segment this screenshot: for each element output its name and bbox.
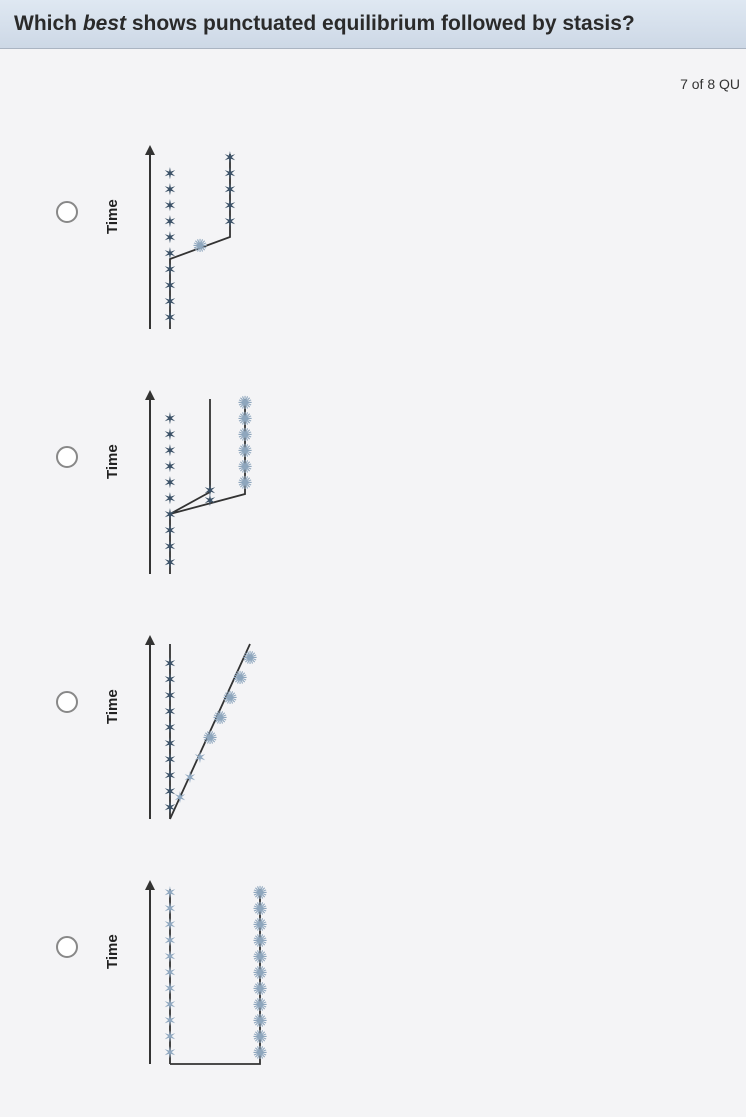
radio-option-2[interactable]: [56, 446, 78, 468]
svg-text:✶: ✶: [163, 656, 176, 673]
svg-text:✶: ✶: [163, 539, 176, 556]
svg-text:✶: ✶: [163, 901, 176, 918]
options-container: Time✶✶✶✶✶✶✶✶✶✶✶✶✶✶✶✺Time✶✶✶✶✶✶✶✶✶✶✶✶✺✺✺✺…: [0, 49, 746, 1110]
svg-text:✶: ✶: [163, 949, 176, 966]
svg-text:✶: ✶: [163, 997, 176, 1014]
svg-text:✶: ✶: [163, 704, 176, 721]
svg-text:✶: ✶: [163, 885, 176, 902]
svg-text:✶: ✶: [163, 443, 176, 460]
svg-text:✶: ✶: [163, 214, 176, 231]
option-3: Time✶✶✶✶✶✶✶✶✶✶✶✶✶✺✺✺✺✺: [0, 629, 746, 869]
svg-text:✶: ✶: [163, 294, 176, 311]
svg-text:✶: ✶: [203, 493, 216, 510]
svg-text:✶: ✶: [163, 182, 176, 199]
svg-text:✶: ✶: [223, 214, 236, 231]
chart-4: ✶✶✶✶✶✶✶✶✶✶✶✺✺✺✺✺✺✺✺✺✺✺: [130, 874, 370, 1074]
svg-text:✶: ✶: [163, 1045, 176, 1062]
svg-text:✶: ✶: [163, 198, 176, 215]
svg-text:✶: ✶: [163, 166, 176, 183]
svg-text:✶: ✶: [163, 310, 176, 327]
svg-text:✺: ✺: [242, 648, 257, 668]
question-bar: Which best shows punctuated equilibrium …: [0, 0, 746, 49]
svg-text:✺: ✺: [212, 708, 227, 728]
svg-text:✶: ✶: [223, 150, 236, 167]
chart-3: ✶✶✶✶✶✶✶✶✶✶✶✶✶✺✺✺✺✺: [130, 629, 370, 829]
radio-option-1[interactable]: [56, 201, 78, 223]
axis-label: Time: [104, 199, 121, 234]
radio-option-4[interactable]: [56, 936, 78, 958]
svg-text:✶: ✶: [163, 933, 176, 950]
svg-text:✶: ✶: [163, 523, 176, 540]
svg-text:✶: ✶: [193, 750, 206, 767]
svg-text:✶: ✶: [163, 720, 176, 737]
svg-text:✺: ✺: [202, 728, 217, 748]
svg-text:✶: ✶: [163, 555, 176, 572]
svg-text:✶: ✶: [163, 1029, 176, 1046]
svg-text:✶: ✶: [163, 672, 176, 689]
axis-label: Time: [104, 689, 121, 724]
svg-text:✺: ✺: [252, 883, 267, 903]
svg-text:✶: ✶: [223, 182, 236, 199]
svg-text:✶: ✶: [223, 198, 236, 215]
svg-text:✶: ✶: [163, 752, 176, 769]
svg-text:✶: ✶: [163, 917, 176, 934]
option-1: Time✶✶✶✶✶✶✶✶✶✶✶✶✶✶✶✺: [0, 139, 746, 379]
svg-text:✺: ✺: [192, 236, 207, 256]
svg-text:✶: ✶: [163, 1013, 176, 1030]
svg-text:✶: ✶: [163, 768, 176, 785]
svg-text:✶: ✶: [163, 981, 176, 998]
svg-text:✶: ✶: [163, 736, 176, 753]
chart-1: ✶✶✶✶✶✶✶✶✶✶✶✶✶✶✶✺: [130, 139, 370, 339]
svg-text:✶: ✶: [163, 246, 176, 263]
svg-text:✺: ✺: [222, 688, 237, 708]
question-emph: best: [83, 12, 126, 35]
svg-text:✶: ✶: [183, 770, 196, 787]
svg-text:✶: ✶: [163, 688, 176, 705]
axis-label: Time: [104, 444, 121, 479]
svg-text:✶: ✶: [163, 427, 176, 444]
svg-text:✶: ✶: [223, 166, 236, 183]
svg-text:✶: ✶: [163, 278, 176, 295]
question-suffix: shows punctuated equilibrium followed by…: [126, 12, 635, 35]
svg-text:✶: ✶: [173, 790, 186, 807]
axis-label: Time: [104, 934, 121, 969]
svg-text:✶: ✶: [163, 411, 176, 428]
chart-2: ✶✶✶✶✶✶✶✶✶✶✶✶✺✺✺✺✺✺: [130, 384, 370, 584]
radio-option-3[interactable]: [56, 691, 78, 713]
question-prefix: Which: [14, 12, 83, 35]
svg-text:✶: ✶: [163, 491, 176, 508]
svg-text:✺: ✺: [237, 393, 252, 413]
svg-text:✶: ✶: [163, 507, 176, 524]
svg-text:✺: ✺: [232, 668, 247, 688]
svg-text:✶: ✶: [163, 230, 176, 247]
option-2: Time✶✶✶✶✶✶✶✶✶✶✶✶✺✺✺✺✺✺: [0, 384, 746, 624]
svg-text:✶: ✶: [163, 262, 176, 279]
svg-text:✶: ✶: [163, 475, 176, 492]
option-4: Time✶✶✶✶✶✶✶✶✶✶✶✺✺✺✺✺✺✺✺✺✺✺: [0, 874, 746, 1114]
svg-text:✶: ✶: [163, 459, 176, 476]
svg-text:✶: ✶: [163, 965, 176, 982]
